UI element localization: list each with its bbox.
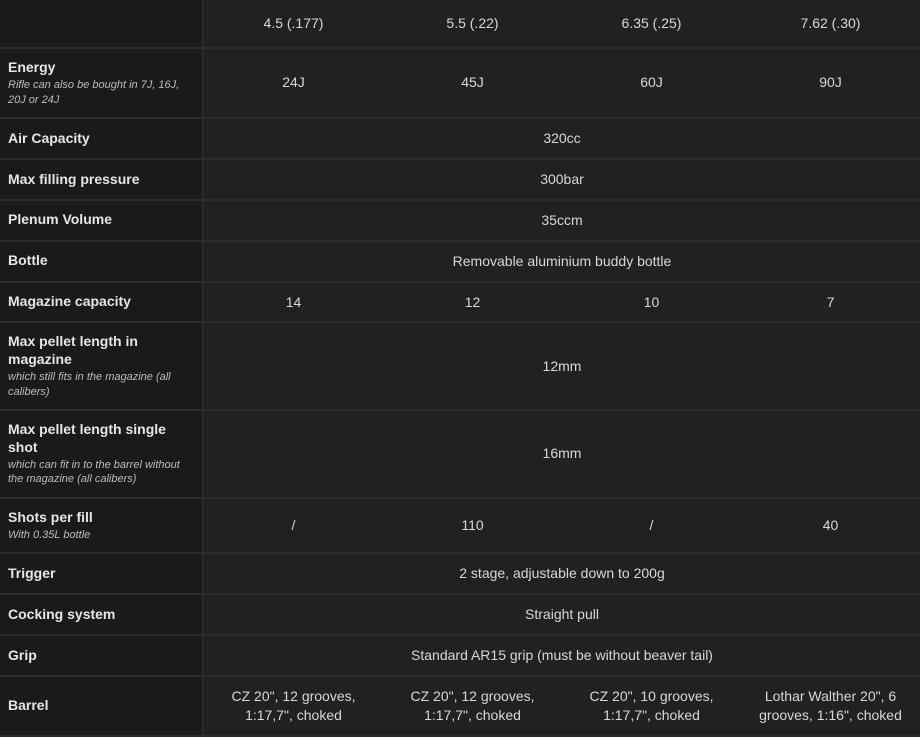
cell-spf-3: 40 bbox=[741, 499, 920, 555]
row-label-bottle: Bottle bbox=[0, 242, 204, 283]
row-max-pellet-mag: Max pellet length in magazine which stil… bbox=[0, 323, 920, 411]
spec-table: 4.5 (.177) 5.5 (.22) 6.35 (.25) 7.62 (.3… bbox=[0, 0, 920, 737]
row-label-cocking-system: Cocking system bbox=[0, 595, 204, 636]
cell-spf-1: 110 bbox=[383, 499, 562, 555]
row-bottle: Bottle Removable aluminium buddy bottle bbox=[0, 242, 920, 283]
label-text: Bottle bbox=[8, 252, 48, 268]
row-label-max-pellet-single: Max pellet length single shot which can … bbox=[0, 411, 204, 499]
cell-spf-0: / bbox=[204, 499, 383, 555]
row-label-shots-per-fill: Shots per fill With 0.35L bottle bbox=[0, 499, 204, 555]
label-sub: With 0.35L bottle bbox=[8, 528, 194, 542]
cell-barrel-0: CZ 20", 12 grooves, 1:17,7", choked bbox=[204, 677, 383, 737]
cell-magcap-2: 10 bbox=[562, 283, 741, 324]
row-label-max-filling-pressure: Max filling pressure bbox=[0, 160, 204, 201]
cell-grip: Standard AR15 grip (must be without beav… bbox=[204, 636, 920, 677]
cell-bottle: Removable aluminium buddy bottle bbox=[204, 242, 920, 283]
row-label-max-pellet-mag: Max pellet length in magazine which stil… bbox=[0, 323, 204, 411]
label-text: Grip bbox=[8, 647, 37, 663]
label-text: Magazine capacity bbox=[8, 293, 131, 309]
row-label-trigger: Trigger bbox=[0, 554, 204, 595]
row-label-barrel: Barrel bbox=[0, 677, 204, 737]
row-air-capacity: Air Capacity 320cc bbox=[0, 119, 920, 160]
cell-energy-1: 45J bbox=[383, 49, 562, 119]
label-sub: which can fit in to the barrel without t… bbox=[8, 458, 194, 487]
label-text: Max pellet length single shot bbox=[8, 421, 166, 455]
cell-max-pellet-mag: 12mm bbox=[204, 323, 920, 411]
label-text: Shots per fill bbox=[8, 509, 93, 525]
row-label-magazine-capacity: Magazine capacity bbox=[0, 283, 204, 324]
cell-max-pellet-single: 16mm bbox=[204, 411, 920, 499]
cell-trigger: 2 stage, adjustable down to 200g bbox=[204, 554, 920, 595]
cell-barrel-1: CZ 20", 12 grooves, 1:17,7", choked bbox=[383, 677, 562, 737]
row-energy: Energy Rifle can also be bought in 7J, 1… bbox=[0, 49, 920, 119]
label-sub: Rifle can also be bought in 7J, 16J, 20J… bbox=[8, 78, 194, 107]
row-shots-per-fill: Shots per fill With 0.35L bottle / 110 /… bbox=[0, 499, 920, 555]
cell-energy-2: 60J bbox=[562, 49, 741, 119]
label-text: Air Capacity bbox=[8, 130, 90, 146]
label-sub: which still fits in the magazine (all ca… bbox=[8, 370, 194, 399]
row-grip: Grip Standard AR15 grip (must be without… bbox=[0, 636, 920, 677]
caliber-col-1: 5.5 (.22) bbox=[383, 0, 562, 49]
row-label-grip: Grip bbox=[0, 636, 204, 677]
row-magazine-capacity: Magazine capacity 14 12 10 7 bbox=[0, 283, 920, 324]
row-max-pellet-single: Max pellet length single shot which can … bbox=[0, 411, 920, 499]
cell-max-filling-pressure: 300bar bbox=[204, 160, 920, 201]
cell-spf-2: / bbox=[562, 499, 741, 555]
row-cocking-system: Cocking system Straight pull bbox=[0, 595, 920, 636]
caliber-col-0: 4.5 (.177) bbox=[204, 0, 383, 49]
caliber-col-2: 6.35 (.25) bbox=[562, 0, 741, 49]
row-barrel: Barrel CZ 20", 12 grooves, 1:17,7", chok… bbox=[0, 677, 920, 737]
label-text: Cocking system bbox=[8, 606, 115, 622]
row-label-plenum-volume: Plenum Volume bbox=[0, 201, 204, 242]
label-text: Max filling pressure bbox=[8, 171, 139, 187]
cell-energy-3: 90J bbox=[741, 49, 920, 119]
caliber-header-label bbox=[0, 0, 204, 49]
cell-magcap-1: 12 bbox=[383, 283, 562, 324]
label-text: Plenum Volume bbox=[8, 211, 112, 227]
cell-cocking-system: Straight pull bbox=[204, 595, 920, 636]
row-label-energy: Energy Rifle can also be bought in 7J, 1… bbox=[0, 49, 204, 119]
row-trigger: Trigger 2 stage, adjustable down to 200g bbox=[0, 554, 920, 595]
cell-energy-0: 24J bbox=[204, 49, 383, 119]
cell-magcap-3: 7 bbox=[741, 283, 920, 324]
cell-plenum-volume: 35ccm bbox=[204, 201, 920, 242]
caliber-header-row: 4.5 (.177) 5.5 (.22) 6.35 (.25) 7.62 (.3… bbox=[0, 0, 920, 49]
caliber-col-3: 7.62 (.30) bbox=[741, 0, 920, 49]
row-max-filling-pressure: Max filling pressure 300bar bbox=[0, 160, 920, 201]
label-text: Trigger bbox=[8, 565, 55, 581]
cell-barrel-3: Lothar Walther 20", 6 grooves, 1:16", ch… bbox=[741, 677, 920, 737]
cell-barrel-2: CZ 20", 10 grooves, 1:17,7", choked bbox=[562, 677, 741, 737]
label-text: Max pellet length in magazine bbox=[8, 333, 138, 367]
label-text: Energy bbox=[8, 59, 55, 75]
row-plenum-volume: Plenum Volume 35ccm bbox=[0, 201, 920, 242]
row-label-air-capacity: Air Capacity bbox=[0, 119, 204, 160]
label-text: Barrel bbox=[8, 697, 48, 713]
cell-air-capacity: 320cc bbox=[204, 119, 920, 160]
cell-magcap-0: 14 bbox=[204, 283, 383, 324]
